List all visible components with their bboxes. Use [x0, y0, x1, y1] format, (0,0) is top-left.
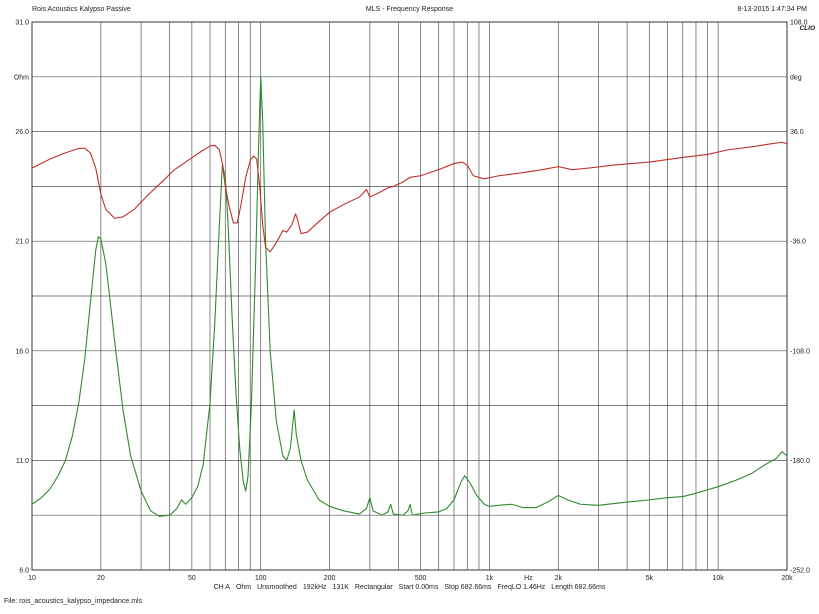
y-right-tick-label: 36.0	[790, 129, 804, 136]
x-unit-label: Hz	[524, 575, 533, 582]
measurement-info-item: Rectangular	[354, 584, 393, 591]
measurement-info-item: Stop 682.66ms	[444, 584, 492, 591]
measurement-info-item: Ohm	[235, 584, 252, 591]
grid	[32, 22, 787, 570]
x-tick-label: 10	[28, 575, 36, 582]
measurement-info: CH A Ohm Unsmoothed 192kHz 131K Rectangular St…	[0, 584, 819, 591]
x-tick-label: 200	[324, 575, 336, 582]
measurement-info-item: CH A	[213, 584, 230, 591]
y-right-tick-label: -180.0	[790, 458, 810, 465]
y-right-tick-label: -108.0	[790, 348, 810, 355]
x-tick-label: 10k	[713, 575, 725, 582]
plot-frame	[31, 21, 788, 571]
y-left-tick-label: 16.0	[15, 348, 29, 355]
x-tick-label: 20	[97, 575, 105, 582]
measurement-info-item: Start 0.00ms	[398, 584, 439, 591]
header-left-title: Rois Acoustics Kalypso Passive	[32, 6, 131, 13]
y-right-tick-label: 108.0	[790, 20, 808, 27]
x-tick-label: 50	[188, 575, 196, 582]
header-chart-title: MLS - Frequency Response	[365, 6, 454, 13]
measurement-info-item: Length 682.66ms	[551, 584, 606, 591]
header-timestamp: 8-13-2015 1:47:34 PM	[737, 6, 807, 13]
y-left-tick-label: 21.0	[15, 239, 29, 246]
y-left-tick-label: 26.0	[15, 129, 29, 136]
axis-labels: 10 20 50 100 200 500 1k 2k 5k 10k 20k Hz 31.0 26.0 21.…	[14, 20, 810, 583]
y-left-tick-label: 31.0	[15, 20, 29, 27]
impedance-series-line	[31, 76, 788, 517]
y-right-tick-label: -252.0	[790, 568, 810, 575]
measurement-info-item: Unsmoothed	[257, 584, 297, 591]
y-right-tick-label: -36.0	[790, 239, 806, 246]
x-tick-label: 20k	[781, 575, 793, 582]
y-left-tick-label: 11.0	[16, 458, 29, 465]
measurement-info-item: 131K	[332, 584, 349, 591]
x-tick-label: 100	[255, 575, 267, 582]
y-left-tick-label: 6.0	[19, 568, 29, 575]
clio-logo: CLIO	[799, 25, 815, 32]
x-tick-label: 1k	[486, 575, 494, 582]
file-name-label: File: rois_acoustics_kalypso_impedance.m…	[4, 598, 143, 605]
series-layer	[31, 76, 788, 517]
measurement-info-item: FreqLO 1.46Hz	[497, 584, 546, 591]
x-tick-label: 5k	[646, 575, 654, 582]
x-tick-label: 2k	[555, 575, 563, 582]
phase-series-line	[31, 141, 788, 253]
y-left-unit-label: Ohm	[14, 74, 29, 81]
y-right-unit-label: deg	[790, 74, 802, 81]
x-tick-label: 500	[415, 575, 427, 582]
measurement-info-item: 192kHz	[302, 584, 327, 591]
